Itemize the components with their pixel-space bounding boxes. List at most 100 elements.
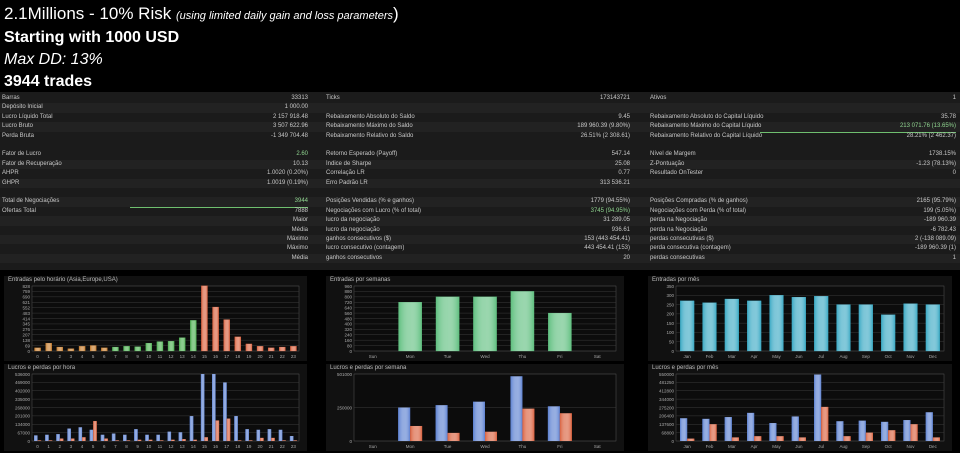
bar-highlight [156, 341, 163, 351]
bar-highlight [34, 347, 41, 351]
x-tick-label: 6 [103, 354, 106, 359]
x-tick-label: 3 [70, 444, 73, 449]
bar-highlight [410, 425, 423, 441]
stat-value: 443 454.41 (153) [584, 245, 630, 252]
x-tick-label: Mar [728, 354, 736, 359]
y-tick-label: 67000 [17, 430, 30, 435]
chart-pl-week: Lucros e perdas por semana 0 250000 501000 S… [326, 364, 624, 451]
report-row: Máximo lucro consecutivo (contagem) 443 45… [0, 244, 960, 253]
bar-highlight [48, 440, 53, 441]
y-tick-label: 720 [344, 300, 352, 305]
y-tick-label: 320 [344, 327, 352, 332]
bar-highlight [398, 302, 422, 351]
x-tick-label: 22 [280, 354, 286, 359]
stat-label: Retorno Esperado (Payoff) [326, 151, 398, 158]
bar-highlight [89, 429, 94, 441]
stat-label: GHPR [2, 179, 20, 186]
report-row: Barras 33313 Ticks 173143721 Ativos 1 [0, 94, 960, 103]
y-tick-label: 0 [349, 439, 352, 444]
close-paren: ) [393, 4, 399, 23]
report-row: Lucro Bruto 3 507 622.96 Rebaixamento Máxi… [0, 122, 960, 133]
chart-pl-hour: Lucros e perdas por hora 0 67000 134000 2010… [4, 364, 307, 451]
bar-highlight [204, 437, 208, 441]
bar-highlight [435, 296, 460, 351]
bar-highlight [289, 436, 294, 441]
y-tick-label: 137600 [659, 422, 675, 427]
bar-highlight [865, 432, 873, 441]
x-tick-label: 9 [136, 444, 139, 449]
bar-highlight [134, 429, 138, 441]
x-tick-label: 2 [59, 444, 62, 449]
y-tick-label: 201000 [15, 414, 31, 419]
x-tick-label: 16 [213, 354, 219, 359]
max-drawdown: Max DD: 13% [4, 51, 103, 68]
x-tick-label: 23 [291, 444, 297, 449]
stat-label: Rebaixamento Absoluto do Capital Líquido [650, 113, 764, 120]
stat-qualifier: Máximo [286, 236, 308, 242]
stat-label: perda na Negociação [650, 226, 708, 233]
y-tick-label: 0 [671, 349, 674, 354]
bar-highlight [90, 345, 97, 351]
stat-label: ganhos consecutivos [326, 254, 383, 261]
x-tick-label: 5 [92, 354, 95, 359]
stat-label: Ticks [326, 95, 340, 101]
bar-highlight [256, 429, 261, 441]
bar-highlight [267, 429, 272, 441]
y-tick-label: 335000 [15, 397, 31, 402]
bar-highlight [182, 439, 186, 441]
bar-highlight [836, 421, 844, 441]
y-tick-label: 207 [22, 333, 30, 338]
bar-highlight [724, 417, 732, 441]
x-tick-label: 15 [202, 444, 208, 449]
x-tick-label: Thu [519, 444, 527, 449]
bar-highlight [245, 429, 249, 441]
bar-highlight [821, 406, 829, 441]
bar-highlight [435, 405, 448, 441]
bar-highlight [189, 416, 194, 441]
x-tick-label: May [772, 444, 781, 449]
y-tick-label: 276 [22, 327, 30, 332]
x-tick-label: Thu [519, 354, 527, 359]
x-tick-label: Nov [906, 444, 915, 449]
stat-value: 31 289.05 [603, 217, 630, 224]
x-tick-label: 10 [146, 444, 152, 449]
bar-highlight [111, 433, 116, 441]
stat-label: Depósito Inicial [2, 104, 43, 111]
report-row: AHPR 1.0020 (0.20%) Correlação LR 0.77 Resul… [0, 169, 960, 178]
y-tick-label: 200 [666, 312, 674, 317]
stat-value: 1 [952, 254, 956, 261]
bar-highlight [123, 434, 127, 441]
y-tick-label: 100 [666, 330, 674, 335]
stat-label: Rebaixamento Relativo do Saldo [326, 132, 414, 139]
x-tick-label: Wed [480, 444, 490, 449]
bar-highlight [398, 407, 411, 441]
y-tick-label: 240 [344, 333, 352, 338]
stat-label: Posições Vendidas (% e ganhos) [326, 198, 415, 205]
bar-highlight [798, 437, 806, 441]
stat-qualifier: Média [291, 254, 308, 261]
bar-highlight [881, 314, 896, 351]
chart-entries-week: Entradas por semanas 0 80 160 240 320 400 480 56… [326, 276, 624, 361]
bar-highlight [290, 346, 297, 351]
stat-value: 1 000.00 [284, 104, 308, 111]
stat-label: lucro consecutivo (contagem) [326, 245, 405, 252]
stat-label: Rebaixamento Absoluto do Saldo [326, 113, 415, 120]
x-tick-label: 13 [180, 354, 186, 359]
x-tick-label: Jan [684, 354, 692, 359]
bar-highlight [843, 436, 851, 441]
stat-label: Rebaixamento Máximo do Saldo [326, 123, 413, 130]
y-tick-label: 621 [22, 300, 30, 305]
stat-value: 3944 [130, 197, 308, 208]
stat-label: AHPR [2, 170, 19, 177]
chart-title: Entradas por semanas [330, 277, 391, 283]
stat-value: 547.14 [611, 151, 630, 158]
stat-label: Ativos [650, 95, 667, 101]
bar-highlight [709, 424, 717, 441]
x-tick-label: 8 [125, 354, 128, 359]
report-row: GHPR 1.0019 (0.19%) Erro Padrão LR 313 536.… [0, 178, 960, 188]
y-tick-label: 268000 [15, 405, 31, 410]
report-row: Média lucro da negociação 936.61 perda na N… [0, 226, 960, 235]
y-tick-label: 402000 [15, 389, 31, 394]
